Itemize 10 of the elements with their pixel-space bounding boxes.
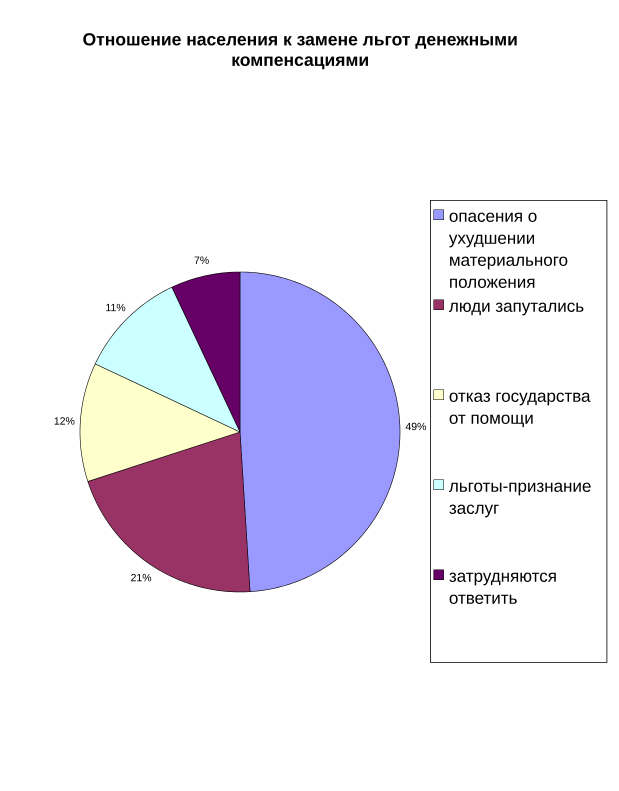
- legend-label: отказ государства от помощи: [450, 392, 590, 428]
- data-label: 11%: [106, 304, 126, 312]
- data-label: 21%: [131, 574, 152, 582]
- legend-label: люди запутались: [449, 302, 584, 316]
- legend-label: льготы-признание заслуг: [449, 482, 591, 518]
- data-label: 12%: [54, 417, 74, 425]
- data-label: 49%: [406, 422, 426, 430]
- legend-label: затрудняются ответить: [449, 572, 556, 604]
- data-label: 7%: [194, 256, 209, 264]
- chart-title: Отношение населения к замене льгот денежными компенсациями: [83, 33, 517, 70]
